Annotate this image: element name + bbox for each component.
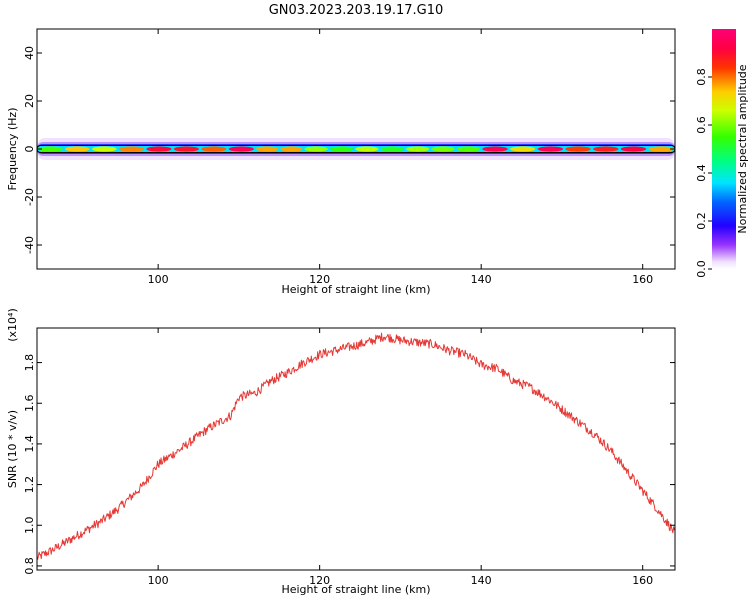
x-tick-label: 140 (471, 273, 492, 286)
band-blob (228, 146, 254, 152)
colorbar-tick-label: 0.4 (695, 164, 708, 182)
y-tick-label: -40 (23, 236, 36, 254)
x-tick-label: 100 (148, 574, 169, 587)
snr-series (37, 332, 675, 560)
y-tick-label: 1.6 (23, 394, 36, 412)
band-blob (201, 146, 227, 152)
spectrogram-x-ticks: 100 120 140 160 (148, 29, 653, 286)
colorbar-label: Normalized spectral amplitude (736, 64, 749, 233)
colorbar-tick-label: 0.0 (695, 260, 708, 278)
snr-plot-area (37, 328, 675, 570)
spectrogram-panel: 100 120 140 160 -40 -20 0 20 40 Height of strai… (6, 28, 676, 296)
y-tick-label: -20 (23, 188, 36, 206)
colorbar-tick-label: 0.8 (695, 68, 708, 86)
band-blob (256, 146, 279, 152)
band-blob (146, 146, 172, 152)
band-blob (509, 146, 536, 152)
spectrogram-x-label: Height of straight line (km) (281, 283, 430, 296)
colorbar-gradient (712, 29, 736, 269)
band-blob (64, 146, 90, 152)
x-tick-label: 120 (309, 273, 330, 286)
colorbar-tick-label: 0.6 (695, 116, 708, 134)
y-tick-label: 1.4 (23, 435, 36, 453)
colorbar-tick-label: 0.2 (695, 212, 708, 230)
band-blob (280, 146, 303, 152)
band-blob (329, 146, 354, 152)
band-blob (565, 146, 591, 152)
spectrogram-y-label: Frequency (Hz) (6, 108, 19, 191)
spectrogram-y-ticks: -40 -20 0 20 40 (23, 46, 675, 254)
band-blob (380, 146, 405, 152)
x-tick-label: 120 (309, 574, 330, 587)
snr-panel: 100 120 140 160 0.8 1.0 1.2 1.4 1.6 1.8 Height o… (6, 308, 676, 596)
band-blob (355, 146, 379, 152)
y-tick-label: 1.2 (23, 476, 36, 494)
band-blob (648, 146, 674, 152)
band-blob (456, 146, 481, 152)
snr-y-label: SNR (10 * v/v) (6, 410, 19, 488)
band-blob (118, 146, 145, 152)
band-blob (173, 146, 200, 152)
x-tick-label: 160 (632, 574, 653, 587)
band-blob (620, 146, 647, 152)
band-blob (593, 146, 619, 152)
band-blob (406, 146, 430, 152)
y-tick-label: 1.0 (23, 517, 36, 535)
y-tick-label: 0 (23, 146, 36, 153)
band-blob (482, 146, 508, 152)
spectral-band (37, 138, 675, 160)
colorbar-ticks: 0.0 0.2 0.4 0.6 0.8 (695, 68, 712, 278)
band-blob (304, 146, 328, 152)
snr-x-label: Height of straight line (km) (281, 583, 430, 596)
chart-title: GN03.2023.203.19.17.G10 (269, 3, 444, 18)
x-tick-label: 140 (471, 574, 492, 587)
band-blob (91, 146, 117, 152)
snr-frame (36, 327, 676, 571)
snr-line (37, 332, 675, 560)
snr-x-ticks: 100 120 140 160 (148, 328, 653, 587)
band-blob (537, 146, 564, 152)
y-tick-label: 20 (23, 94, 36, 108)
band-blob (38, 146, 63, 152)
band-outline (37, 145, 675, 153)
x-tick-label: 160 (632, 273, 653, 286)
y-tick-label: 1.8 (23, 354, 36, 372)
band-blob (431, 146, 455, 152)
y-tick-label: 40 (23, 46, 36, 60)
colorbar: 0.0 0.2 0.4 0.6 0.8 Normalized spectral ampl… (695, 29, 749, 278)
snr-y-ticks: 0.8 1.0 1.2 1.4 1.6 1.8 (23, 354, 675, 575)
snr-multiplier-label: (x10⁴) (6, 308, 19, 342)
y-tick-label: 0.8 (23, 557, 36, 575)
x-tick-label: 100 (148, 273, 169, 286)
